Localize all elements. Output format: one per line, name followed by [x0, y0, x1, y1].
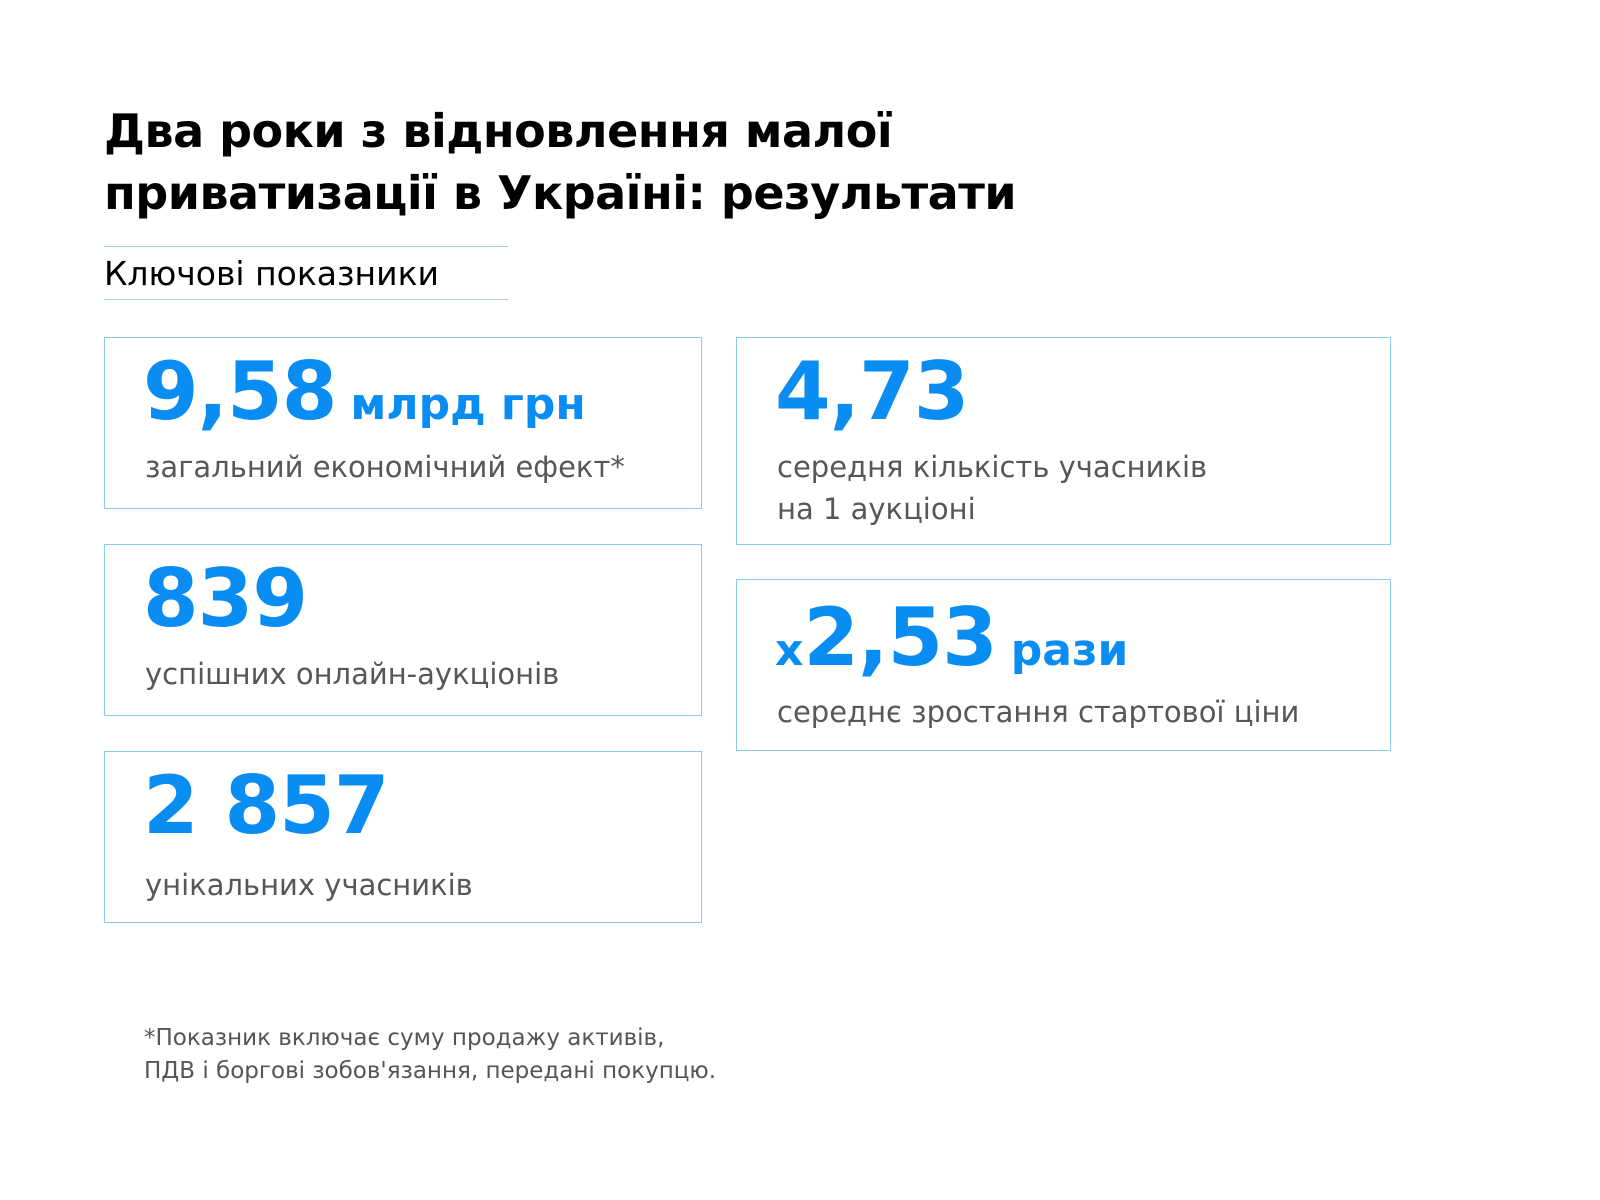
avg-participants-number: 4,73 — [775, 345, 969, 438]
footnote: *Показник включає суму продажу активів, … — [144, 1022, 716, 1088]
economic-effect-description: загальний економічний ефект* — [145, 450, 625, 484]
title-line-2: приватизації в Україні: результати — [104, 166, 1017, 220]
avg-participants-value: 4,73 — [775, 352, 969, 432]
footnote-line-2: ПДВ і боргові зобов'язання, передані пок… — [144, 1058, 717, 1084]
price-growth-description: середнє зростання стартової ціни — [777, 695, 1300, 729]
card-successful-auctions: 839 успішних онлайн-аукціонів — [104, 544, 702, 716]
card-unique-participants: 2 857 унікальних учасників — [104, 751, 702, 923]
footnote-line-1: *Показник включає суму продажу активів, — [144, 1025, 665, 1051]
price-growth-prefix: x — [775, 625, 804, 676]
economic-effect-unit: млрд грн — [350, 379, 586, 430]
successful-auctions-description: успішних онлайн-аукціонів — [145, 657, 560, 691]
unique-participants-number: 2 857 — [143, 759, 390, 852]
avg-participants-description-line-2: на 1 аукціоні — [777, 492, 976, 526]
successful-auctions-value: 839 — [143, 559, 308, 639]
unique-participants-description: унікальних учасників — [145, 868, 473, 902]
price-growth-unit: рази — [1010, 625, 1129, 676]
price-growth-value: x2,53 рази — [775, 598, 1128, 678]
successful-auctions-number: 839 — [143, 552, 308, 645]
economic-effect-number: 9,58 — [143, 345, 337, 438]
card-avg-participants: 4,73 середня кількість учасників на 1 ау… — [736, 337, 1391, 545]
title-line-1: Два роки з відновлення малої — [104, 104, 893, 158]
price-growth-number: 2,53 — [803, 591, 997, 684]
avg-participants-description-line-1: середня кількість учасників — [777, 450, 1208, 484]
section-label: Ключові показники — [104, 246, 508, 300]
economic-effect-value: 9,58 млрд грн — [143, 352, 586, 432]
page-title: Два роки з відновлення малої приватизаці… — [104, 100, 1304, 224]
unique-participants-value: 2 857 — [143, 766, 390, 846]
card-economic-effect: 9,58 млрд грн загальний економічний ефект… — [104, 337, 702, 509]
card-price-growth: x2,53 рази середнє зростання стартової ці… — [736, 579, 1391, 751]
